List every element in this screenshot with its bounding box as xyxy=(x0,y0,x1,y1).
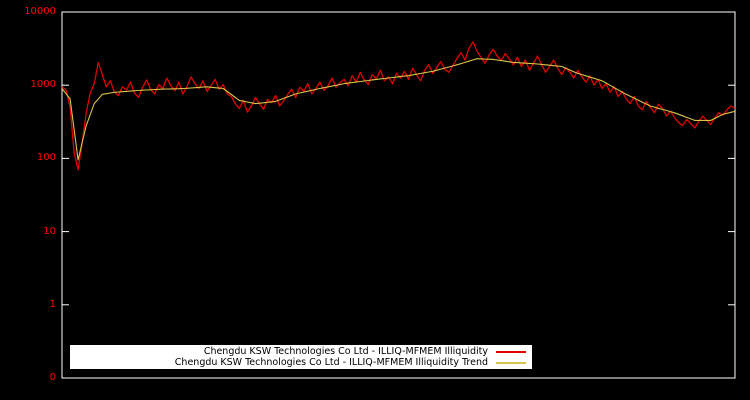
y-axis-tick-label: 100 xyxy=(36,152,56,164)
illiquidity-line xyxy=(61,41,736,171)
plot-border xyxy=(61,11,736,379)
y-axis-tick-label: 0 xyxy=(49,372,56,383)
y-axis-tick-label: 1000 xyxy=(30,79,56,91)
y-axis-tick-label: 10000 xyxy=(24,6,56,17)
y-axis-tick-label: 10 xyxy=(43,225,56,237)
legend-label-trend: Chengdu KSW Technologies Co Ltd - ILLIQ-… xyxy=(174,357,488,368)
trend-line xyxy=(61,58,736,161)
legend: Chengdu KSW Technologies Co Ltd - ILLIQ-… xyxy=(70,345,532,369)
legend-line-sample-illiquidity xyxy=(496,350,526,353)
legend-item-illiquidity: Chengdu KSW Technologies Co Ltd - ILLIQ-… xyxy=(74,346,528,357)
y-axis-tick-label: 1 xyxy=(49,298,56,310)
legend-item-trend: Chengdu KSW Technologies Co Ltd - ILLIQ-… xyxy=(74,357,528,368)
legend-label-illiquidity: Chengdu KSW Technologies Co Ltd - ILLIQ-… xyxy=(203,346,488,357)
legend-line-sample-trend xyxy=(496,361,526,364)
